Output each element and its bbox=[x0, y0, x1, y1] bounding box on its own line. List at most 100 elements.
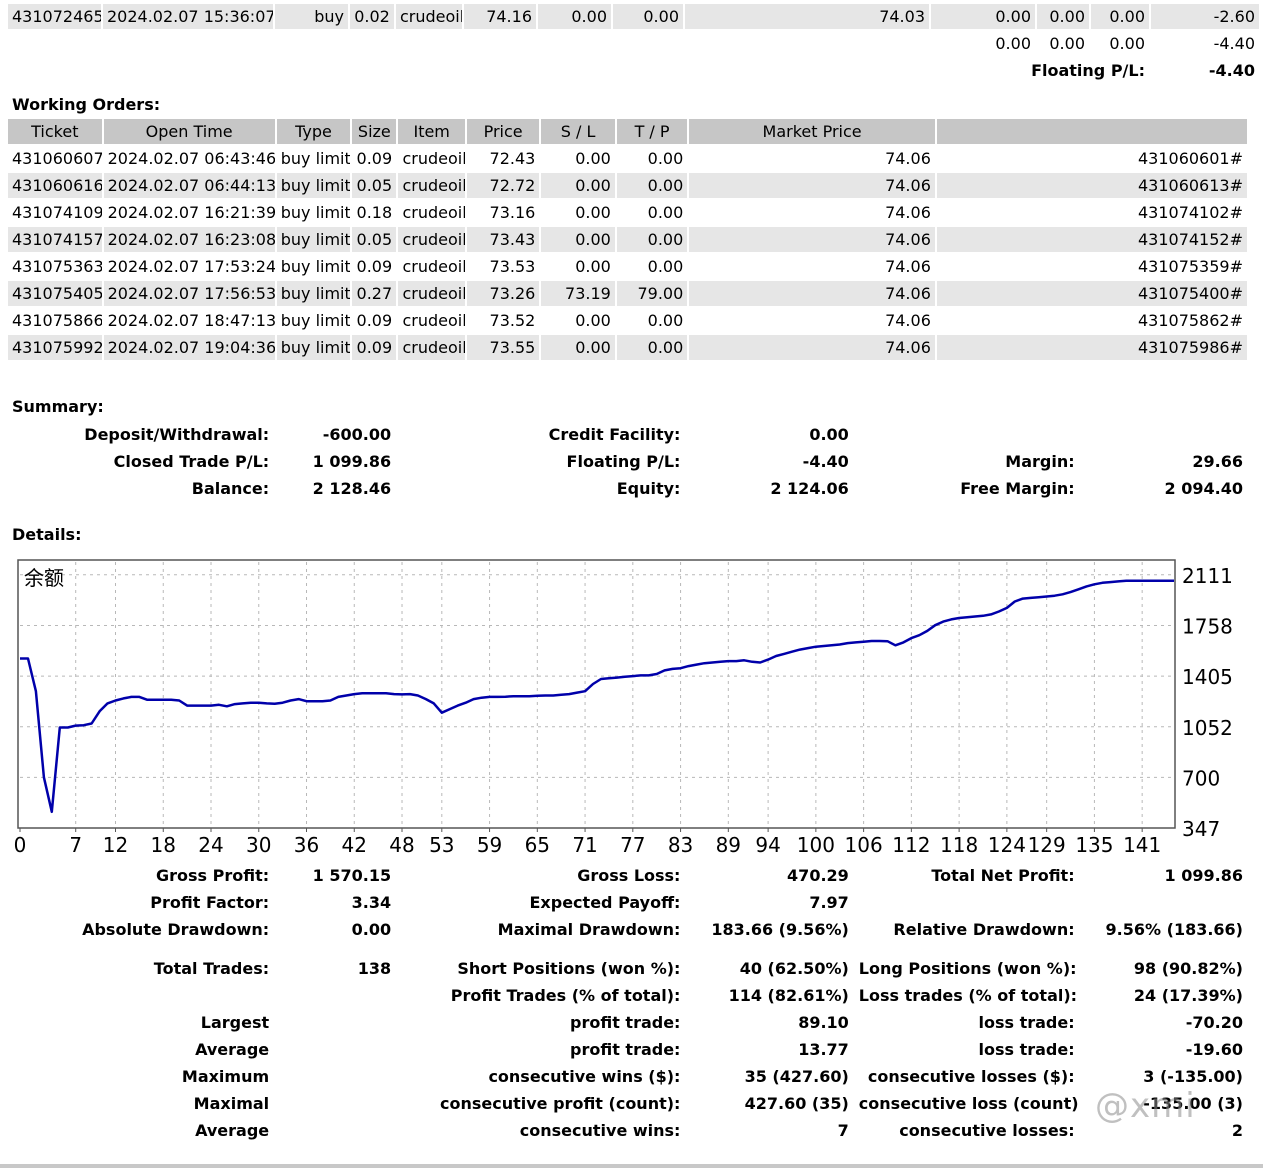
largest-loss-value: -70.20 bbox=[1185, 1013, 1243, 1032]
average-consecutive-wins-label: consecutive wins: bbox=[519, 1121, 681, 1140]
y-tick-label: 700 bbox=[1182, 766, 1220, 790]
details-title: Details: bbox=[12, 525, 82, 544]
chart-title: 余额 bbox=[24, 566, 64, 590]
average-profit-value: 13.77 bbox=[798, 1040, 849, 1059]
time-cell: 2024.02.07 16:21:39 bbox=[107, 203, 275, 222]
price-cell: 73.43 bbox=[466, 227, 540, 252]
max-consecutive-losses-label: consecutive losses ($): bbox=[867, 1067, 1075, 1086]
sl-cell: 0.00 bbox=[538, 4, 611, 29]
profit-total: -4.40 bbox=[1213, 34, 1255, 53]
free-margin-value: 2 094.40 bbox=[1164, 479, 1243, 498]
col-blank bbox=[936, 119, 1247, 144]
credit-label: Credit Facility: bbox=[548, 425, 681, 444]
time-cell: 2024.02.07 06:44:13 bbox=[103, 173, 275, 198]
type-cell: buy limit bbox=[276, 173, 351, 198]
item-cell: crudeoil bbox=[402, 149, 465, 168]
item-cell: crudeoil bbox=[398, 173, 465, 198]
price-cell: 73.26 bbox=[466, 281, 540, 306]
stats-table: Gross Profit: 1 570.15 Gross Loss: 470.2… bbox=[6, 861, 1249, 1145]
size-cell: 0.09 bbox=[352, 335, 397, 360]
total-trades-value: 138 bbox=[357, 959, 392, 978]
long-positions-label: Long Positions (won %): bbox=[858, 959, 1077, 978]
type-cell: buy limit bbox=[276, 227, 351, 252]
relative-drawdown-value: 9.56% (183.66) bbox=[1105, 920, 1243, 939]
maximal-consecutive-profit-value: 427.60 (35) bbox=[744, 1094, 849, 1113]
summary-title: Summary: bbox=[12, 397, 104, 416]
equity-value: 2 124.06 bbox=[770, 479, 849, 498]
table-row: 431075866 2024.02.07 18:47:13 buy limit … bbox=[8, 308, 1247, 333]
ticket-cell: 431060616 bbox=[8, 173, 102, 198]
x-tick-label: 30 bbox=[246, 833, 271, 857]
y-tick-label: 1405 bbox=[1182, 665, 1233, 689]
market-cell: 74.06 bbox=[689, 227, 935, 252]
ticket-cell: 431075405 bbox=[8, 281, 102, 306]
x-tick-label: 24 bbox=[198, 833, 223, 857]
summary-table: Deposit/Withdrawal: -600.00 Credit Facil… bbox=[6, 420, 1249, 503]
table-row: 431074157 2024.02.07 16:23:08 buy limit … bbox=[8, 227, 1247, 252]
sl-cell: 0.00 bbox=[575, 257, 611, 276]
market-cell: 74.06 bbox=[885, 311, 931, 330]
average-loss-label: loss trade: bbox=[978, 1040, 1075, 1059]
col-market-price: Market Price bbox=[689, 119, 935, 144]
item-cell: crudeoil bbox=[398, 281, 465, 306]
ticket-cell: 431075992 bbox=[8, 335, 102, 360]
x-tick-label: 12 bbox=[103, 833, 128, 857]
x-tick-label: 124 bbox=[988, 833, 1026, 857]
total-net-profit-value: 1 099.86 bbox=[1164, 866, 1243, 885]
closed-pl-label: Closed Trade P/L: bbox=[113, 452, 270, 471]
sl-cell: 0.00 bbox=[541, 227, 615, 252]
closed-pl-value: 1 099.86 bbox=[312, 452, 392, 471]
type-cell: buy limit bbox=[280, 203, 351, 222]
ticket-cell: 431074157 bbox=[8, 227, 102, 252]
loss-trades-label: Loss trades (% of total): bbox=[858, 986, 1078, 1005]
maximal-drawdown-value: 183.66 (9.56%) bbox=[711, 920, 849, 939]
stats-row: Average profit trade: 13.77 loss trade: … bbox=[8, 1037, 1247, 1062]
ref-cell: 431074152# bbox=[936, 227, 1247, 252]
taxes-total: 0.00 bbox=[1049, 34, 1085, 53]
market-cell: 74.03 bbox=[685, 4, 929, 29]
table-row: 431075363 2024.02.07 17:53:24 buy limit … bbox=[8, 254, 1247, 279]
largest-profit-label: profit trade: bbox=[570, 1013, 681, 1032]
total-trades-label: Total Trades: bbox=[153, 959, 270, 978]
largest-profit-value: 89.10 bbox=[798, 1013, 849, 1032]
spacer-row bbox=[8, 944, 1247, 954]
x-tick-label: 65 bbox=[525, 833, 550, 857]
taxes-cell: 0.00 bbox=[1037, 4, 1089, 29]
tp-cell: 0.00 bbox=[616, 173, 688, 198]
stats-row: Average consecutive wins: 7 consecutive … bbox=[8, 1118, 1247, 1143]
type-cell: buy bbox=[275, 4, 348, 29]
market-cell: 74.06 bbox=[689, 335, 935, 360]
x-tick-label: 18 bbox=[151, 833, 176, 857]
table-row: 431075405 2024.02.07 17:56:53 buy limit … bbox=[8, 281, 1247, 306]
size-cell: 0.05 bbox=[352, 173, 397, 198]
gross-loss-label: Gross Loss: bbox=[577, 866, 681, 885]
col-item: Item bbox=[398, 119, 465, 144]
sl-cell: 73.19 bbox=[541, 281, 615, 306]
table-row: 431075992 2024.02.07 19:04:36 buy limit … bbox=[8, 335, 1247, 360]
max-consecutive-losses-value: 3 (-135.00) bbox=[1143, 1067, 1243, 1086]
average-label: Average bbox=[195, 1040, 270, 1059]
x-tick-label: 42 bbox=[342, 833, 367, 857]
stats-row: Absolute Drawdown: 0.00 Maximal Drawdown… bbox=[8, 917, 1247, 942]
size-cell: 0.09 bbox=[356, 257, 393, 276]
average-loss-value: -19.60 bbox=[1185, 1040, 1243, 1059]
market-cell: 74.06 bbox=[689, 173, 935, 198]
size-cell: 0.27 bbox=[352, 281, 397, 306]
col-size: Size bbox=[352, 119, 397, 144]
maximal-consecutive-loss-label: consecutive loss (count): bbox=[858, 1094, 1079, 1113]
balance-chart: 0 7 12 18 24 30 36 42 48 53 59 65 71 77 83 89 94 100 106 11… bbox=[14, 559, 1233, 857]
table-row: 431074109 2024.02.07 16:21:39 buy limit … bbox=[8, 200, 1247, 225]
time-cell: 2024.02.07 19:04:36 bbox=[103, 335, 275, 360]
x-tick-label: 53 bbox=[429, 833, 454, 857]
maximal-drawdown-label: Maximal Drawdown: bbox=[497, 920, 681, 939]
type-cell: buy limit bbox=[276, 335, 351, 360]
ref-cell: 431075400# bbox=[936, 281, 1247, 306]
x-tick-label: 94 bbox=[755, 833, 780, 857]
x-tick-label: 118 bbox=[940, 833, 978, 857]
gross-profit-label: Gross Profit: bbox=[156, 866, 270, 885]
sl-cell: 0.00 bbox=[575, 149, 611, 168]
stats-row: Largest profit trade: 89.10 loss trade: … bbox=[8, 1010, 1247, 1035]
short-positions-label: Short Positions (won %): bbox=[457, 959, 681, 978]
sl-cell: 0.00 bbox=[541, 173, 615, 198]
x-tick-label: 100 bbox=[797, 833, 835, 857]
